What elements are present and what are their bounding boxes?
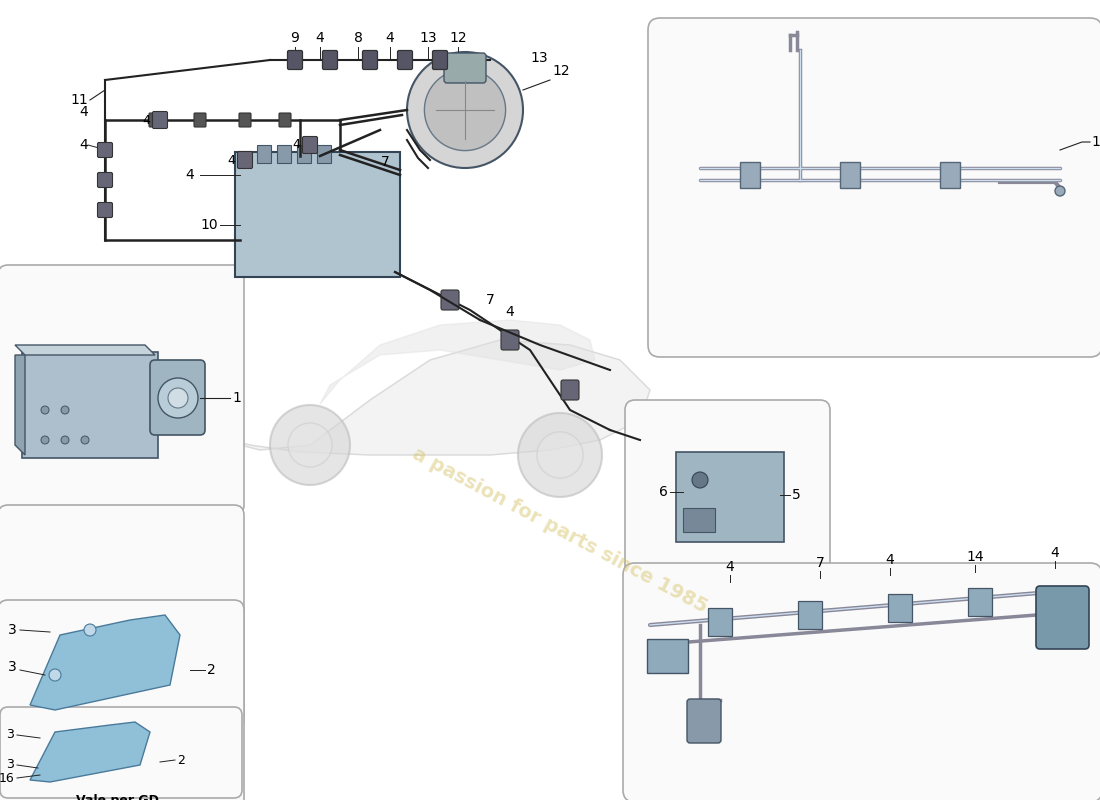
Text: 4: 4 <box>293 138 300 151</box>
FancyBboxPatch shape <box>0 505 244 730</box>
Polygon shape <box>15 355 25 455</box>
Text: 11: 11 <box>70 93 88 107</box>
Text: 14: 14 <box>966 550 983 564</box>
Text: 3: 3 <box>7 729 14 742</box>
Text: 7: 7 <box>382 155 390 169</box>
Circle shape <box>288 423 332 467</box>
Text: 4: 4 <box>227 154 235 166</box>
Text: 7: 7 <box>815 556 824 570</box>
FancyBboxPatch shape <box>322 50 338 70</box>
FancyBboxPatch shape <box>940 162 960 188</box>
FancyBboxPatch shape <box>648 18 1100 357</box>
Circle shape <box>60 406 69 414</box>
Text: 4: 4 <box>886 553 894 567</box>
FancyBboxPatch shape <box>239 113 251 127</box>
Circle shape <box>407 52 522 168</box>
Text: 12: 12 <box>449 31 466 45</box>
Text: 16: 16 <box>0 771 14 785</box>
Text: 4: 4 <box>1050 546 1059 560</box>
Text: 2: 2 <box>207 663 216 677</box>
FancyBboxPatch shape <box>500 330 519 350</box>
FancyBboxPatch shape <box>676 452 784 542</box>
FancyBboxPatch shape <box>688 699 720 743</box>
FancyBboxPatch shape <box>277 145 292 163</box>
Text: 2: 2 <box>177 754 185 766</box>
Circle shape <box>425 70 506 150</box>
FancyBboxPatch shape <box>98 202 112 218</box>
Polygon shape <box>30 722 150 782</box>
Circle shape <box>50 669 60 681</box>
FancyBboxPatch shape <box>625 400 830 575</box>
FancyBboxPatch shape <box>235 152 400 277</box>
FancyBboxPatch shape <box>647 639 688 673</box>
FancyBboxPatch shape <box>194 113 206 127</box>
FancyBboxPatch shape <box>441 290 459 310</box>
FancyBboxPatch shape <box>22 352 158 458</box>
Polygon shape <box>15 345 155 355</box>
FancyBboxPatch shape <box>98 173 112 187</box>
FancyBboxPatch shape <box>840 162 860 188</box>
Text: 4: 4 <box>386 31 395 45</box>
FancyBboxPatch shape <box>432 50 448 70</box>
Polygon shape <box>220 340 650 455</box>
Text: 5: 5 <box>792 488 801 502</box>
Text: 13: 13 <box>419 31 437 45</box>
FancyBboxPatch shape <box>708 608 732 636</box>
FancyBboxPatch shape <box>444 53 486 83</box>
FancyBboxPatch shape <box>153 111 167 129</box>
Text: a passion for parts since 1985: a passion for parts since 1985 <box>409 444 711 616</box>
FancyBboxPatch shape <box>363 50 377 70</box>
FancyBboxPatch shape <box>98 142 112 158</box>
Text: 9: 9 <box>290 31 299 45</box>
FancyBboxPatch shape <box>148 113 161 127</box>
Circle shape <box>41 436 50 444</box>
FancyBboxPatch shape <box>623 563 1100 800</box>
Text: 4: 4 <box>506 305 515 319</box>
FancyBboxPatch shape <box>740 162 760 188</box>
FancyBboxPatch shape <box>0 707 242 798</box>
Text: 4: 4 <box>79 138 88 152</box>
Text: 3: 3 <box>9 623 16 637</box>
FancyBboxPatch shape <box>683 508 715 532</box>
Text: 1: 1 <box>232 391 241 405</box>
FancyBboxPatch shape <box>257 145 271 163</box>
FancyBboxPatch shape <box>0 265 244 515</box>
FancyBboxPatch shape <box>561 380 579 400</box>
FancyBboxPatch shape <box>397 50 412 70</box>
Text: 7: 7 <box>485 293 494 307</box>
Text: 4: 4 <box>726 560 735 574</box>
Text: 3: 3 <box>9 660 16 674</box>
FancyBboxPatch shape <box>297 145 311 163</box>
Text: 4: 4 <box>142 114 150 126</box>
Circle shape <box>158 378 198 418</box>
FancyBboxPatch shape <box>968 588 992 616</box>
Circle shape <box>270 405 350 485</box>
Text: 15: 15 <box>1091 135 1100 149</box>
Text: 3: 3 <box>7 758 14 771</box>
Polygon shape <box>320 320 595 404</box>
Text: 10: 10 <box>200 218 218 232</box>
Circle shape <box>518 413 602 497</box>
FancyBboxPatch shape <box>317 145 331 163</box>
Text: 4: 4 <box>79 105 88 119</box>
FancyBboxPatch shape <box>150 360 205 435</box>
FancyBboxPatch shape <box>798 601 822 629</box>
FancyBboxPatch shape <box>287 50 303 70</box>
Circle shape <box>1055 186 1065 196</box>
Text: 8: 8 <box>353 31 362 45</box>
Circle shape <box>84 624 96 636</box>
FancyBboxPatch shape <box>0 600 244 800</box>
Circle shape <box>60 436 69 444</box>
FancyBboxPatch shape <box>302 137 318 154</box>
Circle shape <box>81 436 89 444</box>
Circle shape <box>537 432 583 478</box>
Circle shape <box>692 472 708 488</box>
Text: 4: 4 <box>186 168 195 182</box>
Text: 6: 6 <box>659 485 668 499</box>
Text: Vale per GD: Vale per GD <box>76 794 158 800</box>
Text: 13: 13 <box>530 51 548 65</box>
Circle shape <box>168 388 188 408</box>
Text: 12: 12 <box>552 64 570 78</box>
FancyBboxPatch shape <box>279 113 292 127</box>
